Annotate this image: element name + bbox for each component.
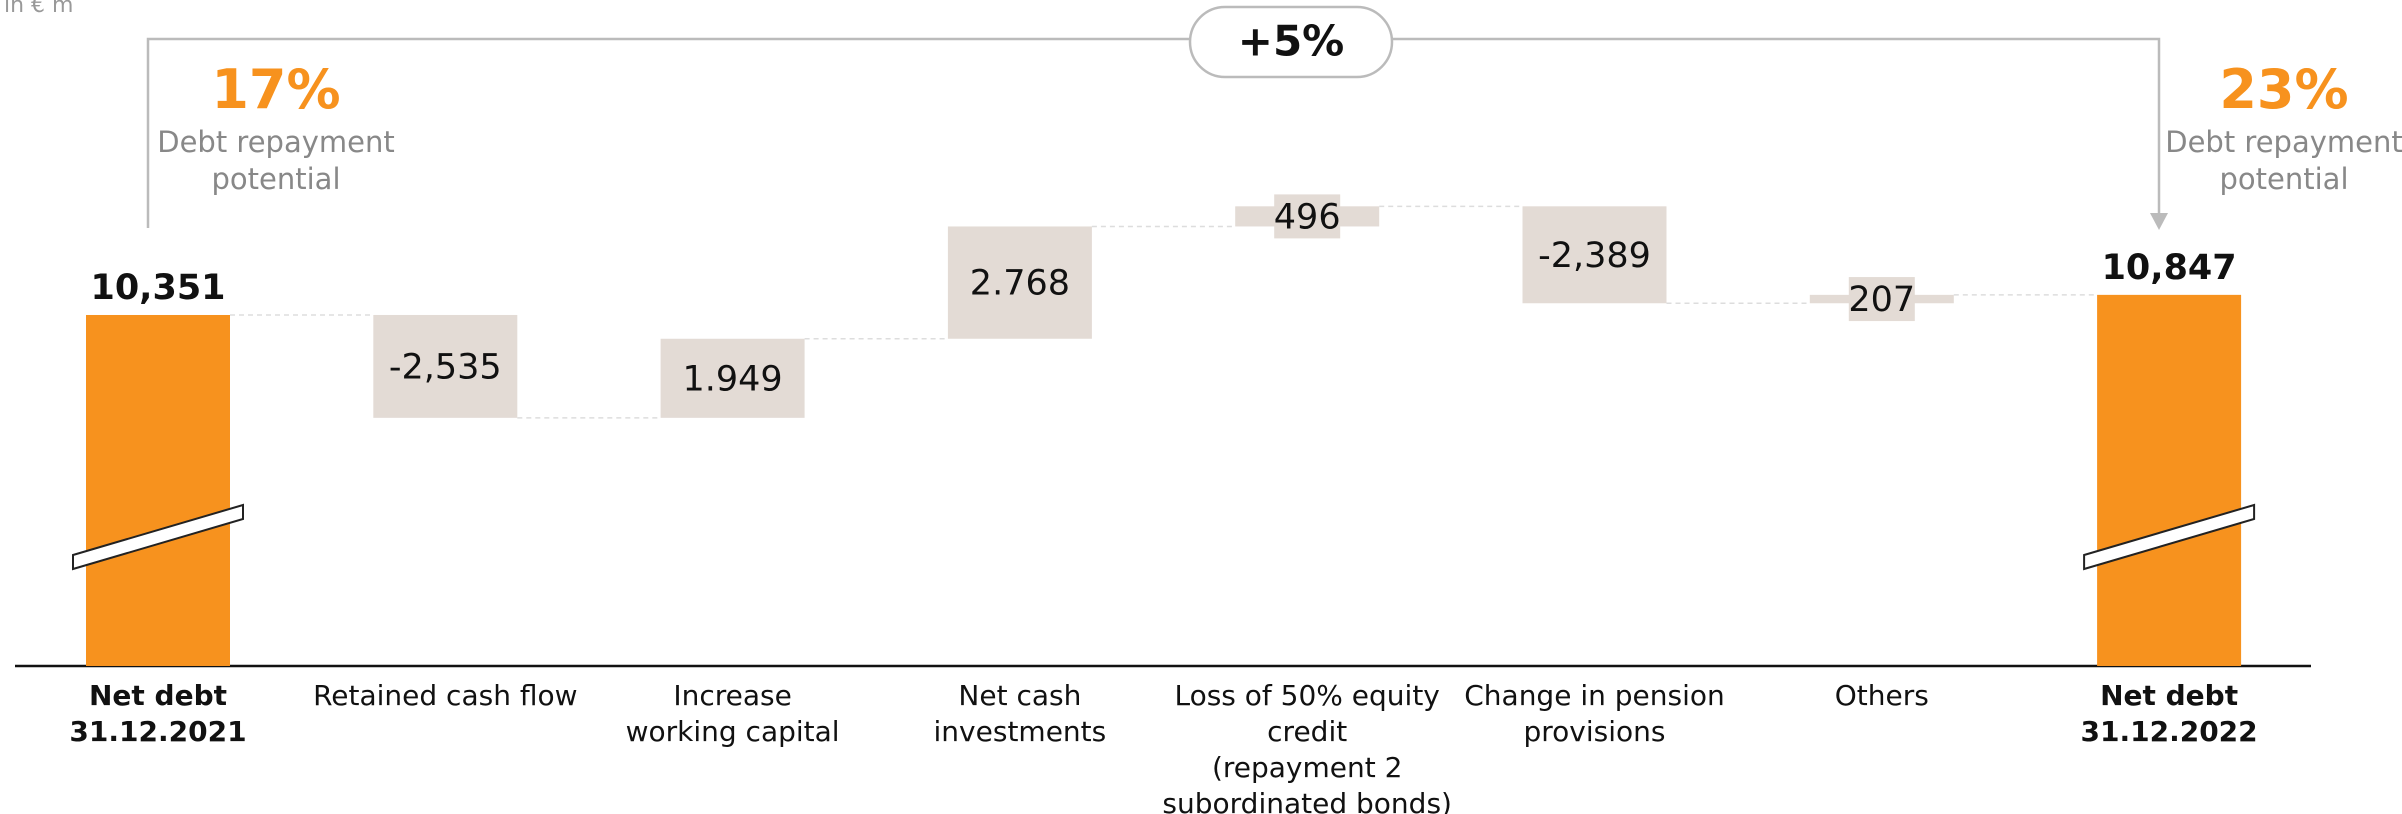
x-tick-label: Others <box>1834 679 1929 712</box>
value-label: 207 <box>1848 280 1915 320</box>
value-label: 10,351 <box>90 268 225 308</box>
value-label: 10,847 <box>2102 248 2237 288</box>
bar <box>373 314 518 418</box>
value-label: 496 <box>1274 197 1341 237</box>
bar <box>660 338 805 418</box>
x-tick-label: Net debt 31.12.2021 <box>69 679 247 748</box>
annotation-text: Debt repayment potential <box>157 125 395 196</box>
x-tick-label: Retained cash flow <box>313 679 578 712</box>
annotation-value: 17% <box>211 58 341 121</box>
axis-break <box>2083 503 2256 571</box>
bar <box>947 226 1092 339</box>
annotation-text: Debt repayment potential <box>2165 125 2402 196</box>
x-tick-label: Loss of 50% equity credit (repayment 2 s… <box>1162 679 1452 814</box>
label-box <box>1848 277 1915 322</box>
bar <box>86 314 230 666</box>
value-label: 1.949 <box>682 359 782 399</box>
label-box <box>1274 194 1341 239</box>
value-label: 2.768 <box>970 264 1070 304</box>
bar <box>1522 206 1667 304</box>
value-label: -2,535 <box>389 347 502 387</box>
x-tick-label: Change in pension provisions <box>1464 679 1725 748</box>
annotation-value: 23% <box>2219 58 2349 121</box>
bar <box>2097 294 2242 666</box>
x-tick-label: Net cash investments <box>933 679 1107 748</box>
x-tick-label: Net debt 31.12.2022 <box>2080 679 2258 748</box>
value-label: -2,389 <box>1538 236 1651 276</box>
unit-note: in € m <box>4 0 73 18</box>
change-pill <box>1188 5 1394 79</box>
arrow <box>2150 213 2168 230</box>
bracket <box>146 37 2161 228</box>
change-label: +5% <box>1238 17 1345 66</box>
axis-break <box>72 503 244 571</box>
x-tick-label: Increase working capital <box>625 679 840 748</box>
